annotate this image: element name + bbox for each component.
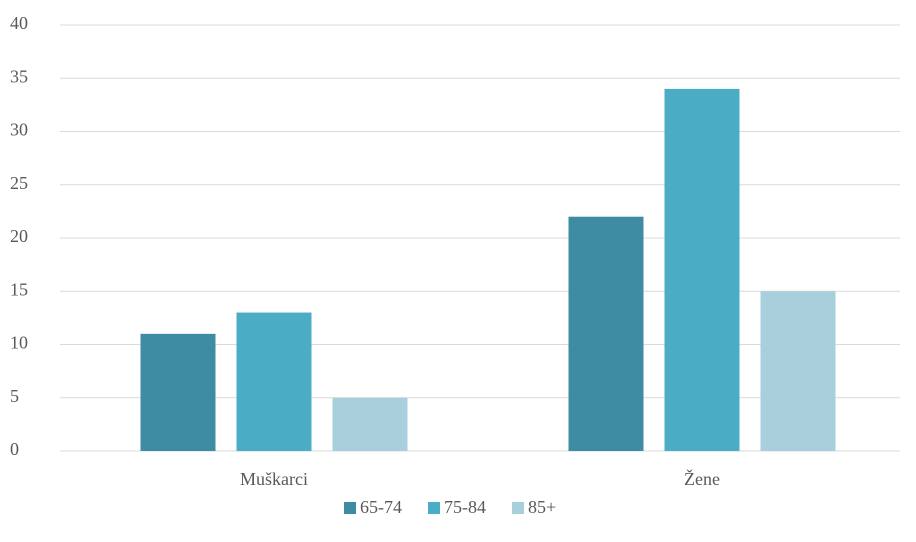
bar	[140, 333, 216, 451]
y-tick-label: 0	[10, 439, 19, 459]
y-tick-label: 5	[10, 386, 19, 406]
legend-label: 65-74	[360, 497, 402, 517]
y-tick-label: 30	[10, 120, 28, 140]
y-tick-label: 15	[10, 279, 28, 299]
bar	[332, 397, 408, 451]
bar	[760, 291, 836, 451]
bar	[664, 88, 740, 452]
y-tick-label: 35	[10, 66, 28, 86]
legend-swatch	[428, 502, 440, 514]
x-tick-label: Muškarci	[240, 469, 308, 489]
bar	[568, 216, 644, 451]
y-tick-label: 20	[10, 226, 28, 246]
y-tick-label: 25	[10, 173, 28, 193]
legend-label: 75-84	[444, 497, 486, 517]
y-tick-label: 40	[10, 13, 28, 33]
x-tick-label: Žene	[684, 468, 720, 489]
legend-label: 85+	[528, 497, 556, 517]
bar	[236, 312, 312, 451]
legend-swatch	[512, 502, 524, 514]
y-tick-label: 10	[10, 333, 28, 353]
legend-swatch	[344, 502, 356, 514]
